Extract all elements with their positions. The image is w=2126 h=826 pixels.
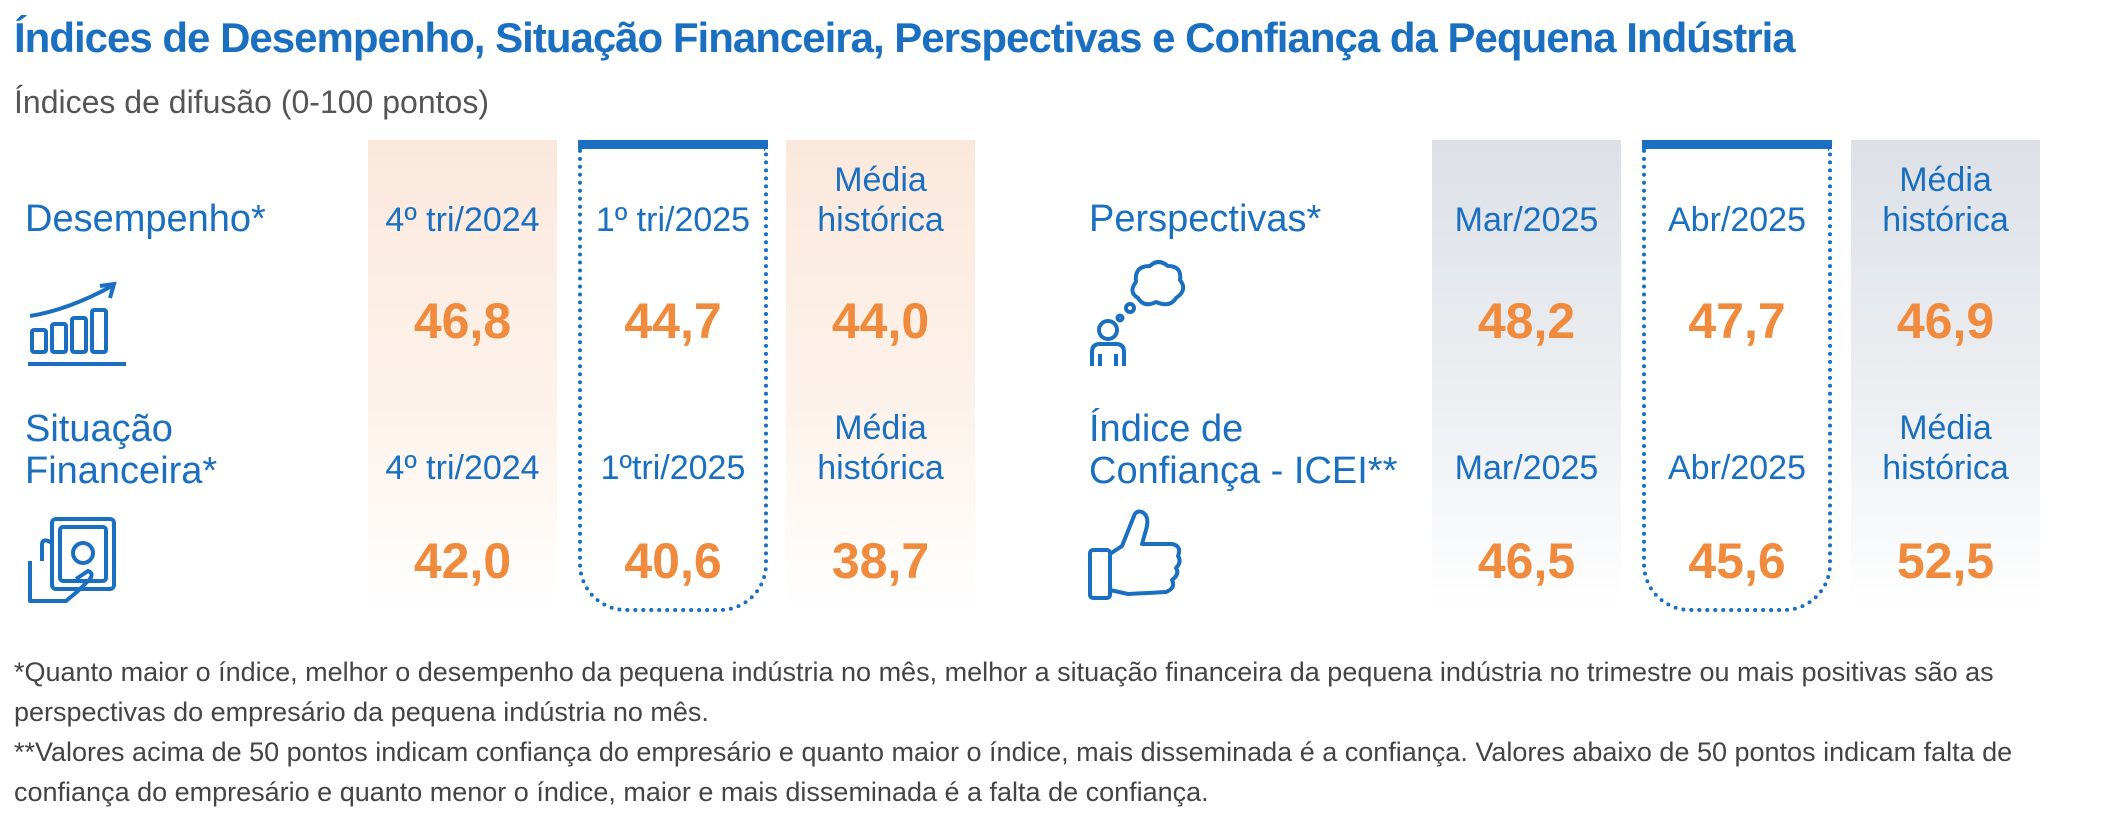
desempenho-header-2: 1º tri/2025	[595, 201, 751, 239]
perspectivas-header-1: Mar/2025	[1454, 201, 1599, 239]
desempenho-value-3: 44,0	[831, 293, 930, 349]
left-column-3-bg	[786, 140, 975, 610]
perspectivas-value-3: 46,9	[1896, 293, 1995, 349]
footnote-1: *Quanto maior o índice, melhor o desempe…	[14, 657, 1994, 727]
desempenho-value-1: 46,8	[413, 293, 512, 349]
desempenho-header-1: 4º tri/2024	[385, 201, 540, 239]
desempenho-value-2: 44,7	[624, 293, 722, 349]
icei-value-2: 45,6	[1688, 533, 1786, 589]
right-column-3-bg	[1851, 140, 2040, 610]
thumbs-up-icon	[1088, 508, 1184, 602]
situacao-header-3: Média histórica	[817, 409, 944, 487]
bar-growth-icon	[28, 280, 128, 370]
perspectivas-label: Perspectivas*	[1089, 198, 1322, 240]
icei-header-2: Abr/2025	[1668, 449, 1806, 487]
page-title: Índices de Desempenho, Situação Financei…	[14, 14, 1796, 61]
right-column-2-topbar	[1642, 140, 1832, 149]
money-hand-icon	[28, 515, 124, 605]
perspectivas-value-1: 48,2	[1477, 293, 1576, 349]
right-column-2-outline	[1642, 149, 1832, 612]
left-column-2-topbar	[578, 140, 768, 149]
situacao-value-3: 38,7	[831, 533, 930, 589]
icei-label: Índice de Confiança - ICEI**	[1089, 408, 1398, 492]
desempenho-header-3: Média histórica	[817, 161, 944, 239]
perspectivas-value-2: 47,7	[1688, 293, 1786, 349]
thinking-person-icon	[1088, 258, 1188, 370]
icei-value-1: 46,5	[1477, 533, 1576, 589]
situacao-financeira-label: Situação Financeira*	[25, 408, 218, 492]
desempenho-label: Desempenho*	[25, 198, 266, 240]
left-column-2-outline	[578, 149, 768, 612]
icei-value-3: 52,5	[1896, 533, 1995, 589]
left-column-1-bg	[368, 140, 557, 610]
situacao-value-2: 40,6	[624, 533, 722, 589]
situacao-header-2: 1ºtri/2025	[600, 449, 746, 487]
icei-header-1: Mar/2025	[1454, 449, 1599, 487]
right-column-1-bg	[1432, 140, 1621, 610]
footnote-2: **Valores acima de 50 pontos indicam con…	[14, 737, 2013, 807]
situacao-header-1: 4º tri/2024	[385, 449, 540, 487]
perspectivas-header-2: Abr/2025	[1668, 201, 1806, 239]
page-subtitle: Índices de difusão (0-100 pontos)	[14, 84, 489, 120]
perspectivas-header-3: Média histórica	[1882, 161, 2009, 239]
situacao-value-1: 42,0	[413, 533, 512, 589]
icei-header-3: Média histórica	[1882, 409, 2009, 487]
